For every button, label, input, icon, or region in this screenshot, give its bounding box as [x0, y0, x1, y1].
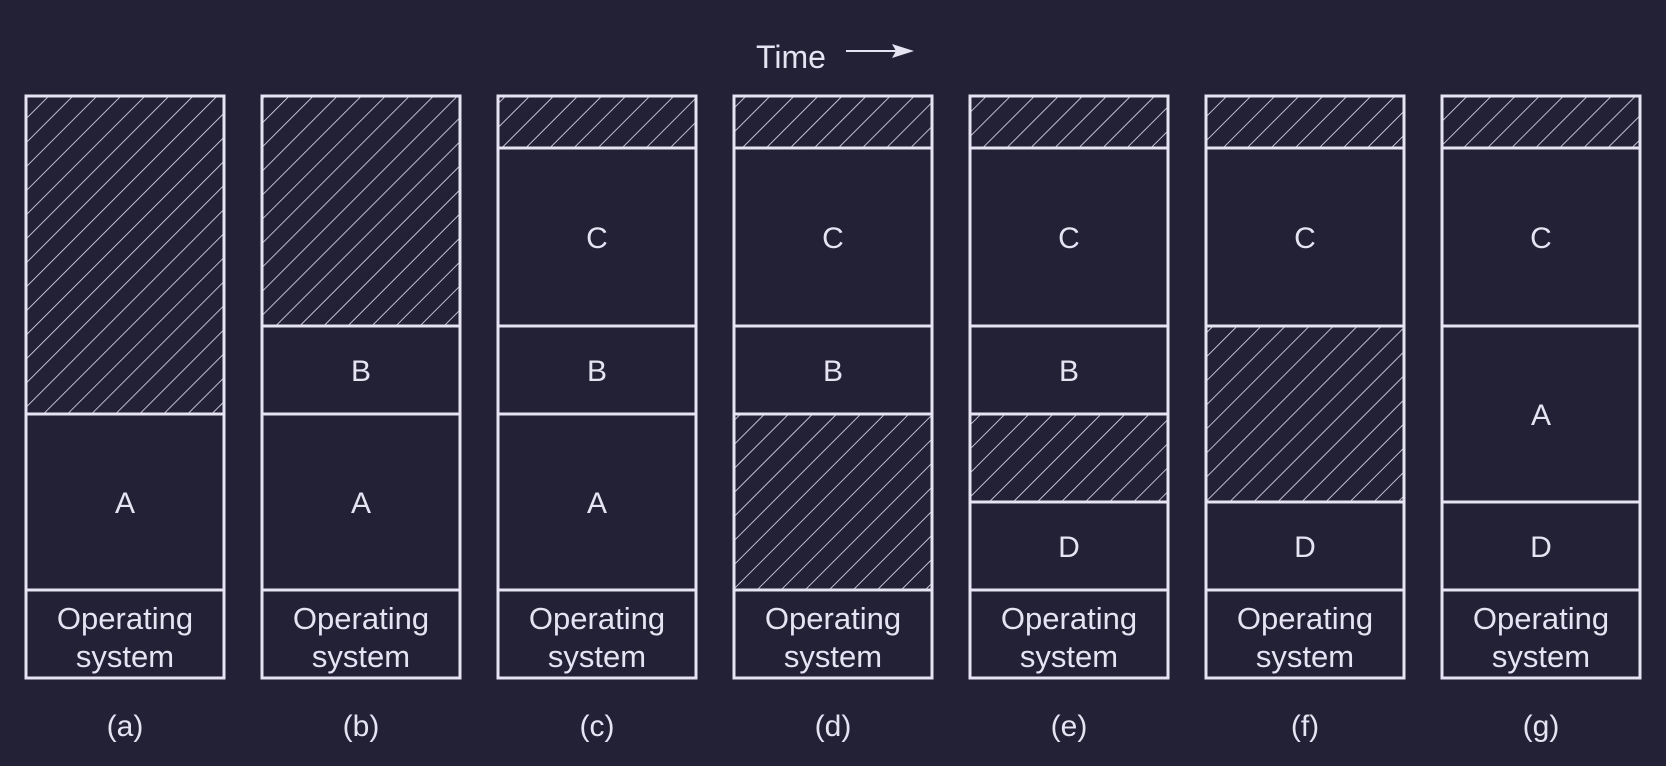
- process-label: B: [587, 355, 607, 388]
- column-caption: (g): [1523, 710, 1560, 743]
- operating-system-segment: [496, 588, 698, 680]
- operating-system-segment: [1440, 588, 1642, 680]
- os-label-line2: system: [548, 639, 646, 674]
- free-memory-hole: [496, 94, 698, 150]
- os-label-line2: system: [1492, 639, 1590, 674]
- process-label: C: [1058, 222, 1080, 255]
- process-label: C: [822, 222, 844, 255]
- column-caption: (f): [1291, 710, 1319, 743]
- operating-system-segment: [24, 588, 226, 680]
- os-label-line1: Operating: [1473, 601, 1609, 636]
- os-label-line1: Operating: [529, 601, 665, 636]
- column-caption: (d): [815, 710, 852, 743]
- memory-snapshots: AOperatingsystem(a)BAOperatingsystem(b)C…: [24, 94, 1642, 743]
- column-caption: (e): [1051, 710, 1088, 743]
- process-label: C: [1530, 222, 1552, 255]
- operating-system-segment: [260, 588, 462, 680]
- free-memory-hole: [968, 94, 1170, 150]
- process-label: A: [587, 487, 607, 520]
- process-label: D: [1058, 531, 1080, 564]
- os-label-line1: Operating: [765, 601, 901, 636]
- os-label-line2: system: [312, 639, 410, 674]
- free-memory-hole: [968, 412, 1170, 504]
- process-label: C: [586, 222, 608, 255]
- time-arrow-icon: [846, 44, 914, 58]
- column-caption: (a): [107, 710, 144, 743]
- os-label-line1: Operating: [1237, 601, 1373, 636]
- os-label-line2: system: [1256, 639, 1354, 674]
- process-label: A: [115, 487, 135, 520]
- process-label: B: [823, 355, 843, 388]
- process-label: C: [1294, 222, 1316, 255]
- operating-system-segment: [732, 588, 934, 680]
- os-label-line1: Operating: [1001, 601, 1137, 636]
- process-label: D: [1530, 531, 1552, 564]
- time-header: Time: [756, 39, 914, 75]
- column-caption: (c): [580, 710, 615, 743]
- column-caption: (b): [343, 710, 380, 743]
- free-memory-hole: [732, 412, 934, 592]
- process-label: D: [1294, 531, 1316, 564]
- os-label-line2: system: [1020, 639, 1118, 674]
- free-memory-hole: [24, 94, 226, 416]
- os-label-line2: system: [784, 639, 882, 674]
- operating-system-segment: [1204, 588, 1406, 680]
- process-label: A: [1531, 399, 1551, 432]
- process-label: B: [1059, 355, 1079, 388]
- time-label: Time: [756, 39, 826, 75]
- os-label-line1: Operating: [57, 601, 193, 636]
- free-memory-hole: [732, 94, 934, 150]
- operating-system-segment: [968, 588, 1170, 680]
- process-label: A: [351, 487, 371, 520]
- os-label-line2: system: [76, 639, 174, 674]
- free-memory-hole: [1204, 94, 1406, 150]
- free-memory-hole: [1204, 324, 1406, 504]
- free-memory-hole: [260, 94, 462, 328]
- free-memory-hole: [1440, 94, 1642, 150]
- process-label: B: [351, 355, 371, 388]
- os-label-line1: Operating: [293, 601, 429, 636]
